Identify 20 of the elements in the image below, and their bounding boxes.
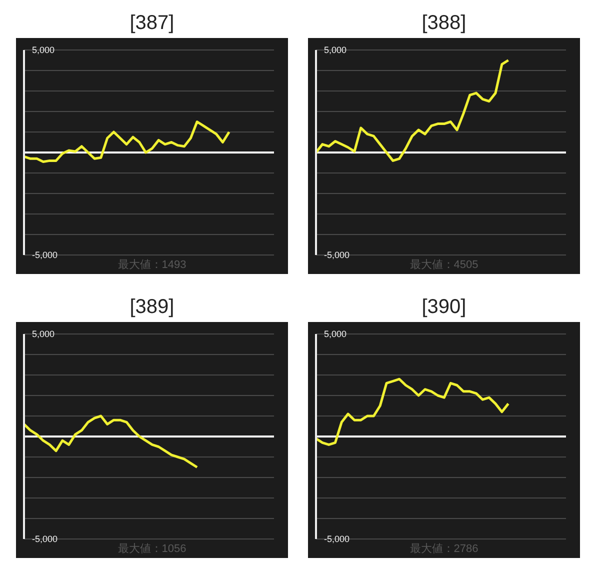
text: 最大値：1493 [118, 259, 186, 271]
line-series [22, 120, 230, 163]
text: 最大値：1056 [118, 543, 186, 555]
y-tick-label: 5,000 [324, 329, 347, 340]
chart-title: [388] [422, 11, 466, 36]
line-series [22, 414, 198, 468]
y-tick-label: -5,000 [32, 534, 58, 544]
line-series [314, 378, 510, 446]
chart-title: [387] [130, 11, 174, 36]
text: 最大値：4505 [410, 259, 478, 271]
chart-title: [390] [422, 295, 466, 320]
text: 最大値：2786 [410, 543, 478, 555]
y-tick-label: 5,000 [32, 329, 55, 340]
y-tick-label: -5,000 [324, 250, 350, 260]
y-tick-label: 5,000 [324, 45, 347, 56]
y-tick-label: 5,000 [32, 45, 55, 56]
chart-title: [389] [130, 295, 174, 320]
y-tick-label: -5,000 [32, 250, 58, 260]
y-tick-label: -5,000 [324, 534, 350, 544]
line-series [314, 59, 510, 162]
